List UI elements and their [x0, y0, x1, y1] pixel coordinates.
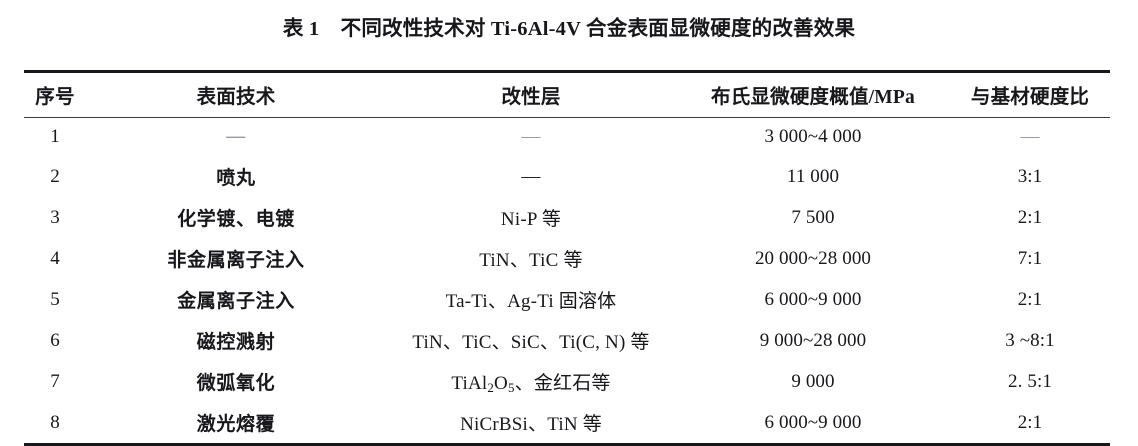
cell-ratio: 2:1 [1017, 411, 1043, 433]
table-head: 序号 表面技术 改性层 布氏显微硬度概值/MPa 与基材硬度比 [24, 71, 1110, 118]
em-dash-placeholder: — [521, 126, 541, 147]
cell-hardness: 9 000 [791, 370, 835, 392]
table-body: 1 — — 3 000~4 000 — 2 喷丸 — 11 000 3:1 3 化学镀、电镀 Ni-P … [24, 118, 1110, 445]
cell-hardness: 20 000~28 000 [754, 247, 872, 269]
column-header-index: 序号 [35, 87, 75, 108]
column-header-tech: 表面技术 [196, 87, 276, 108]
table-caption: 表 1 不同改性技术对 Ti-6Al-4V 合金表面显微硬度的改善效果 [282, 18, 856, 40]
cell-hardness: 7 500 [791, 206, 835, 228]
em-dash-placeholder: — [1020, 126, 1040, 147]
em-dash-placeholder: — [226, 126, 246, 147]
cell-ratio: 3:1 [1017, 165, 1043, 187]
cell-tech: 激光熔覆 [196, 414, 276, 435]
em-dash-placeholder: — [521, 165, 541, 187]
table-row: 6 磁控溅射 TiN、TiC、SiC、Ti(C, N) 等 9 000~28 000 3… [24, 320, 1110, 361]
cell-layer: NiCrBSi、TiN 等 [460, 414, 602, 435]
table-row: 5 金属离子注入 Ta-Ti、Ag-Ti 固溶体 6 000~9 000 2:1 [24, 279, 1110, 320]
cell-tech: 金属离子注入 [177, 291, 295, 312]
cell-ratio: 2:1 [1017, 288, 1043, 310]
document-page: 表 1 不同改性技术对 Ti-6Al-4V 合金表面显微硬度的改善效果 序号 表… [24, 18, 1110, 445]
cell-hardness: 6 000~9 000 [764, 411, 862, 433]
table-row: 3 化学镀、电镀 Ni-P 等 7 500 2:1 [24, 197, 1110, 238]
cell-tech: 化学镀、电镀 [177, 209, 295, 230]
cell-hardness: 3 000~4 000 [764, 126, 862, 147]
cell-layer: Ni-P 等 [500, 209, 562, 230]
cell-ratio: 7:1 [1017, 247, 1043, 269]
cell-layer: — [386, 118, 676, 157]
cell-tech: 微弧氧化 [196, 373, 276, 394]
cell-index: 6 [50, 329, 60, 351]
cell-index: 3 [50, 206, 60, 228]
cell-index: 7 [50, 370, 60, 392]
hardness-comparison-table: 序号 表面技术 改性层 布氏显微硬度概值/MPa 与基材硬度比 1 — — 3 000… [24, 70, 1110, 446]
cell-tech: 非金属离子注入 [167, 250, 305, 271]
table-row: 7 微弧氧化 TiAl2O5、金红石等 9 000 2. 5:1 [24, 361, 1110, 402]
table-row: 8 激光熔覆 NiCrBSi、TiN 等 6 000~9 000 2:1 [24, 402, 1110, 445]
cell-hardness: 11 000 [786, 165, 840, 187]
cell-layer: TiN、TiC、SiC、Ti(C, N) 等 [412, 332, 650, 353]
cell-index: 8 [50, 411, 60, 433]
cell-tech: — [86, 118, 386, 157]
cell-hardness: 6 000~9 000 [764, 288, 862, 310]
cell-index: 4 [50, 247, 60, 269]
cell-hardness: 9 000~28 000 [759, 329, 867, 351]
column-header-layer: 改性层 [501, 87, 561, 108]
table-row: 4 非金属离子注入 TiN、TiC 等 20 000~28 000 7:1 [24, 238, 1110, 279]
cell-ratio: 2. 5:1 [1008, 370, 1052, 392]
cell-index: 5 [50, 288, 60, 310]
cell-ratio: 3 ~8:1 [1005, 329, 1055, 351]
column-header-hardness: 布氏显微硬度概值/MPa [711, 87, 915, 108]
table-header-row: 序号 表面技术 改性层 布氏显微硬度概值/MPa 与基材硬度比 [24, 71, 1110, 118]
cell-layer: TiN、TiC 等 [479, 250, 583, 271]
table-row: 1 — — 3 000~4 000 — [24, 118, 1110, 157]
cell-ratio: — [950, 118, 1110, 157]
cell-ratio: 2:1 [1017, 206, 1043, 228]
cell-tech: 磁控溅射 [196, 332, 276, 353]
column-header-ratio: 与基材硬度比 [970, 87, 1090, 108]
table-row: 2 喷丸 — 11 000 3:1 [24, 156, 1110, 197]
table-container: 序号 表面技术 改性层 布氏显微硬度概值/MPa 与基材硬度比 1 — — 3 000… [24, 70, 1110, 446]
cell-layer: Ta-Ti、Ag-Ti 固溶体 [445, 291, 617, 312]
cell-layer: — [386, 156, 676, 197]
cell-index: 1 [50, 126, 60, 147]
cell-index: 2 [50, 165, 60, 187]
cell-tech: 喷丸 [216, 168, 256, 189]
cell-layer: TiAl2O5、金红石等 [451, 373, 611, 395]
